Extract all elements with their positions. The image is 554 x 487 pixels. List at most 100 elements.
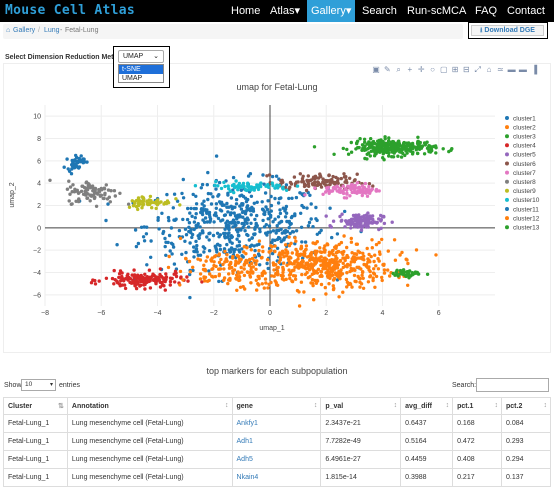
legend-entry-cluster7[interactable]: cluster7 [513, 170, 536, 177]
sort-icon: ↕ [393, 402, 398, 409]
point [415, 151, 420, 156]
plus-icon[interactable]: + [407, 65, 413, 74]
legend-marker [505, 188, 509, 193]
legend-entry-cluster5[interactable]: cluster5 [513, 152, 536, 159]
option-tsne[interactable]: t-SNE [119, 65, 163, 74]
point [295, 184, 300, 188]
point [330, 235, 334, 240]
box-select-icon[interactable]: ▢ [440, 65, 448, 74]
point [326, 275, 330, 279]
option-umap[interactable]: UMAP [122, 75, 143, 82]
dimension-select[interactable]: UMAP ⌄ [118, 50, 164, 63]
camera-icon[interactable]: ▣ [372, 65, 380, 74]
legend-entry-cluster13[interactable]: cluster13 [513, 225, 540, 232]
series-cluster6[interactable] [265, 172, 375, 193]
series-cluster7[interactable] [303, 181, 381, 200]
point [411, 150, 415, 154]
nav-gallery[interactable]: Gallery▾ [307, 0, 356, 22]
point [167, 218, 171, 223]
column-header-p-val[interactable]: p_val ↕ [320, 397, 402, 415]
point [190, 235, 194, 240]
nav-faq[interactable]: FAQ [475, 5, 498, 17]
point [353, 178, 357, 182]
column-header-pct1[interactable]: pct.1 ↕ [452, 397, 503, 415]
autoscale-icon[interactable]: ⤢ [474, 65, 481, 74]
column-header-cluster[interactable]: Cluster ⇅ [3, 397, 68, 415]
point [149, 255, 153, 259]
entries-length-select[interactable]: 10 ▾ [21, 379, 56, 391]
point [118, 191, 122, 195]
breadcrumb-gallery[interactable]: Gallery [13, 27, 36, 34]
legend-entry-cluster4[interactable]: cluster4 [513, 143, 536, 150]
hover-compare-icon[interactable]: ▬ [518, 65, 527, 74]
legend-entry-cluster10[interactable]: cluster10 [513, 197, 540, 204]
series-cluster8[interactable] [48, 178, 131, 208]
cell-gene-link[interactable]: Nkain4 [231, 468, 322, 487]
zoom-out-icon[interactable]: ⊟ [463, 65, 470, 74]
hover-closest-icon[interactable]: ▬ [507, 65, 516, 74]
cell-gene-link[interactable]: Adh5 [231, 450, 322, 469]
pan-icon[interactable]: ✛ [417, 65, 425, 74]
lasso-icon[interactable]: ○ [430, 65, 435, 74]
spike-icon[interactable]: ≃ [496, 65, 504, 74]
nav-search[interactable]: Search [362, 5, 397, 17]
legend-entry-cluster2[interactable]: cluster2 [513, 124, 536, 131]
point [398, 150, 402, 154]
nav-home[interactable]: Home [231, 5, 261, 17]
column-header-gene[interactable]: gene ↕ [231, 397, 322, 415]
point [405, 151, 409, 155]
reset-icon[interactable]: ⌂ [486, 65, 492, 74]
series-cluster13[interactable] [391, 268, 430, 280]
point [275, 246, 280, 250]
column-header-avg-diff[interactable]: avg_diff ↕ [400, 397, 454, 415]
point [290, 251, 294, 255]
home-icon[interactable]: ⌂ [6, 27, 11, 34]
brand-logo[interactable]: Mouse Cell Atlas [5, 3, 136, 18]
legend-entry-cluster8[interactable]: cluster8 [513, 179, 536, 186]
zoom-icon[interactable]: ⌕ [396, 65, 401, 74]
column-header-annotation[interactable]: Annotation ↕ [66, 397, 233, 415]
series-cluster3[interactable] [312, 135, 454, 162]
point [393, 144, 397, 149]
table-search-input[interactable] [476, 378, 549, 392]
point [307, 263, 312, 267]
legend-entry-cluster9[interactable]: cluster9 [513, 188, 536, 195]
point [364, 264, 368, 268]
point [303, 272, 308, 277]
nav-contact[interactable]: Contact [507, 5, 545, 17]
legend-entry-cluster3[interactable]: cluster3 [513, 134, 536, 141]
point [237, 240, 242, 244]
series-cluster4[interactable] [89, 267, 204, 292]
series-cluster5[interactable] [324, 211, 394, 232]
edit-icon[interactable]: ✎ [383, 65, 391, 74]
point [94, 204, 99, 208]
cell-gene-link[interactable]: Adh1 [231, 432, 322, 451]
point [242, 263, 246, 267]
point [370, 214, 375, 218]
legend-entry-cluster12[interactable]: cluster12 [513, 215, 540, 222]
chevron-down-icon: ⌄ [153, 53, 159, 60]
point [200, 202, 204, 206]
column-header-pct2[interactable]: pct.2 ↕ [501, 397, 551, 415]
point [241, 194, 246, 199]
series-cluster12[interactable] [166, 236, 296, 292]
cell-gene-link[interactable]: Ankfy1 [231, 414, 322, 433]
point [425, 272, 430, 276]
plotly-logo-icon[interactable]: ▐ [531, 65, 538, 74]
series-cluster10[interactable] [193, 179, 300, 195]
zoom-in-icon[interactable]: ⊞ [451, 65, 459, 74]
breadcrumb-lung[interactable]: Lung [44, 27, 60, 34]
point [141, 202, 146, 206]
series-cluster11[interactable] [62, 153, 89, 176]
cell-pct2: 0.084 [501, 414, 551, 433]
legend-entry-cluster11[interactable]: cluster11 [513, 206, 539, 213]
series-cluster9[interactable] [127, 194, 182, 212]
download-dge-button[interactable]: ⭳ Download DGE [471, 25, 544, 36]
point [143, 282, 147, 287]
point [372, 259, 376, 264]
legend-entry-cluster1[interactable]: cluster1 [513, 115, 536, 122]
nav-run-scmca[interactable]: Run-scMCA [407, 5, 467, 17]
legend-entry-cluster6[interactable]: cluster6 [513, 161, 536, 168]
nav-atlas[interactable]: Atlas▾ [270, 5, 300, 17]
